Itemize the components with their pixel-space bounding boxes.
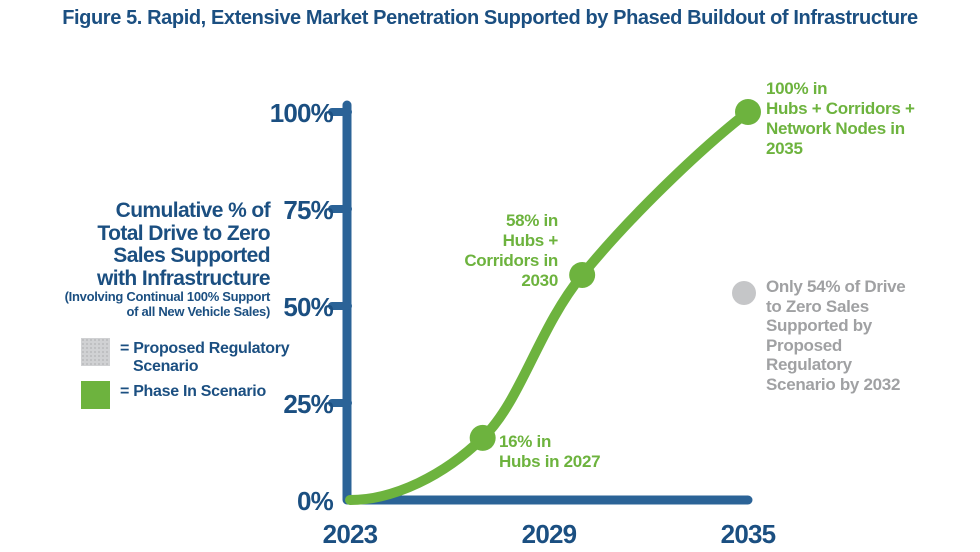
y-axis-title-line: Sales Supported bbox=[113, 244, 270, 267]
y-tick-label-75: 75% bbox=[283, 195, 333, 225]
data-point-2035 bbox=[735, 99, 761, 125]
annotation-line: Regulatory bbox=[766, 355, 852, 374]
y-axis-title-line: Cumulative % of bbox=[115, 199, 271, 222]
x-tick-label-2035: 2035 bbox=[720, 519, 776, 549]
legend-label-line: = Proposed Regulatory bbox=[120, 340, 290, 357]
annotation-line: to Zero Sales bbox=[766, 296, 869, 316]
annotation-line: 2030 bbox=[521, 271, 558, 290]
annotation-line: Hubs + bbox=[502, 231, 559, 250]
annotation-line: 16% in bbox=[499, 432, 552, 451]
annotation-line: Hubs in 2027 bbox=[499, 452, 601, 471]
legend-label-proposed-regulatory: = Proposed Regulatory Scenario bbox=[120, 340, 290, 376]
annotation-line: 2035 bbox=[766, 139, 803, 158]
annotation-line: 100% in bbox=[766, 79, 828, 98]
y-axis-subtitle-line: of all New Vehicle Sales) bbox=[126, 303, 270, 319]
annotation-line: Network Nodes in bbox=[766, 119, 905, 138]
regulatory-scenario-bullet-icon bbox=[732, 281, 756, 305]
annotation-line: 58% in bbox=[505, 211, 558, 230]
y-axis-title-line: Total Drive to Zero bbox=[97, 221, 270, 245]
annotation-line: Corridors in bbox=[464, 251, 558, 270]
legend-swatch-phase-in bbox=[81, 381, 110, 409]
legend-swatch-proposed-regulatory bbox=[81, 338, 110, 366]
legend-label-line: Scenario bbox=[133, 358, 199, 375]
y-tick-label-0: 0% bbox=[297, 486, 334, 516]
annotation-58pct-hubs-corridors-2030: 58% in Hubs + Corridors in 2030 bbox=[410, 211, 558, 291]
x-tick-label-2023: 2023 bbox=[322, 519, 378, 549]
data-point-2030 bbox=[569, 261, 596, 288]
y-tick-label-100: 100% bbox=[269, 98, 334, 128]
annotation-16pct-hubs-2027: 16% in Hubs in 2027 bbox=[499, 432, 601, 472]
y-tick-label-50: 50% bbox=[283, 292, 333, 322]
figure-title: Figure 5. Rapid, Extensive Market Penetr… bbox=[62, 7, 918, 29]
annotation-line: Only 54% of Drive bbox=[766, 277, 906, 296]
annotation-100pct-network-nodes-2035: 100% in Hubs + Corridors + Network Nodes… bbox=[766, 79, 915, 159]
x-tick-label-2029: 2029 bbox=[521, 519, 577, 549]
annotation-line: Supported by bbox=[766, 316, 872, 335]
y-tick-label-25: 25% bbox=[283, 389, 333, 419]
legend-label-phase-in: = Phase In Scenario bbox=[120, 383, 266, 401]
phase-in-curve bbox=[345, 107, 753, 505]
y-axis-title-line: with Infrastructure bbox=[97, 266, 271, 290]
y-axis-subtitle-line: (Involving Continual 100% Support bbox=[64, 289, 271, 304]
legend-label-line: = Phase In Scenario bbox=[120, 383, 266, 400]
annotation-line: Proposed bbox=[766, 335, 843, 355]
y-axis-title: Cumulative % of Total Drive to Zero Sale… bbox=[20, 199, 271, 319]
annotation-line: Scenario by 2032 bbox=[766, 374, 901, 394]
annotation-line: Hubs + Corridors + bbox=[766, 99, 915, 118]
annotation-regulatory-scenario-54pct: Only 54% of Drive to Zero Sales Supporte… bbox=[766, 277, 906, 394]
data-point-2027 bbox=[469, 424, 496, 451]
